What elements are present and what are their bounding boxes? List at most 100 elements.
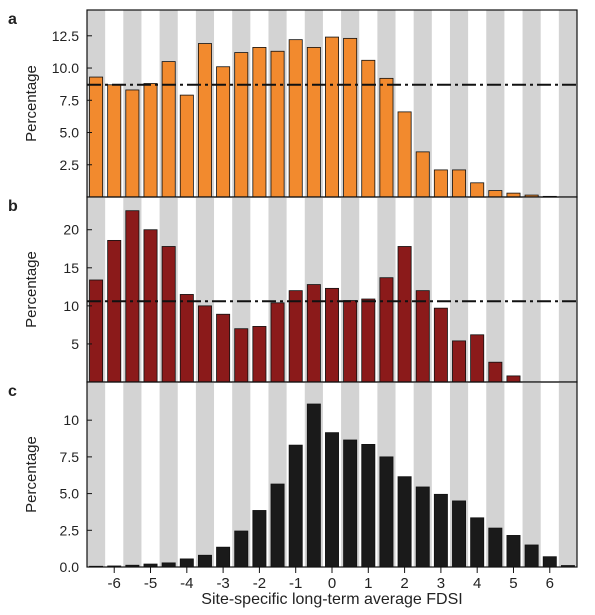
bar: [361, 444, 376, 568]
y-tick-label: 10: [63, 298, 79, 314]
y-tick-label: 5: [71, 336, 79, 352]
panel-c: 0.0 2.5 5.0 7.5 10 Percentage c: [8, 381, 578, 575]
bar: [107, 239, 122, 383]
x-tick-label: -2: [253, 575, 266, 592]
bar: [216, 546, 231, 568]
bar: [397, 111, 412, 198]
bar: [506, 535, 521, 568]
bar: [288, 444, 303, 568]
bar: [216, 66, 231, 198]
bar: [361, 298, 376, 383]
bar: [415, 151, 430, 198]
bar: [306, 47, 321, 198]
panel-a: 2.5 5.0 7.5 10.0 12.5 Percentage a: [8, 9, 578, 198]
panel-b: 5 10 15 20 Percentage b: [8, 196, 578, 383]
x-tick-label: 5: [509, 575, 517, 592]
bar: [397, 476, 412, 568]
shaded-band: [486, 382, 505, 567]
bar: [524, 544, 539, 568]
y-tick-label: 7.5: [60, 449, 80, 465]
bar: [234, 530, 249, 568]
shaded-band: [486, 10, 505, 197]
bar: [452, 500, 467, 568]
shaded-band: [522, 197, 541, 382]
bar: [361, 59, 376, 198]
shaded-band: [558, 382, 577, 567]
y-tick-label: 12.5: [52, 28, 79, 44]
bar: [433, 307, 448, 383]
shaded-band: [522, 10, 541, 197]
bar: [252, 510, 267, 568]
bar: [179, 558, 194, 568]
shaded-band: [449, 10, 469, 197]
bar: [143, 229, 158, 383]
y-axis-title: Percentage: [23, 65, 40, 142]
bar: [397, 246, 412, 383]
shaded-band: [195, 382, 215, 567]
bar: [197, 43, 212, 198]
x-tick-label: 4: [473, 575, 481, 592]
bar: [161, 246, 176, 383]
bar: [179, 94, 194, 198]
x-tick-label: -6: [108, 575, 121, 592]
x-tick-label: -5: [144, 575, 157, 592]
x-axis: -6 -5 -4 -3 -2 -1 0 1 2 3 4 5 6: [108, 567, 554, 592]
bar: [415, 486, 430, 568]
bar: [288, 290, 303, 383]
bar: [89, 76, 104, 198]
bar: [125, 89, 140, 198]
bar: [161, 61, 176, 198]
y-tick-label: 0.0: [60, 559, 80, 575]
bar: [506, 375, 521, 383]
bar: [343, 37, 358, 198]
bar: [306, 403, 321, 568]
y-tick-label: 10: [63, 412, 79, 428]
bar: [288, 39, 303, 198]
panels-group: 2.5 5.0 7.5 10.0 12.5 Percentage a 5 10 15 20 Perce…: [8, 9, 578, 575]
shaded-band: [232, 382, 251, 567]
x-tick-label: -4: [180, 575, 193, 592]
bar: [542, 556, 557, 568]
x-tick-label: 2: [400, 575, 408, 592]
bar: [325, 432, 339, 568]
bar: [415, 290, 430, 383]
bar: [161, 562, 176, 568]
bar: [433, 169, 448, 198]
bar: [343, 300, 358, 383]
bar: [179, 294, 194, 383]
bar: [470, 334, 485, 383]
bar: [216, 313, 231, 383]
bar: [379, 456, 394, 568]
bar: [143, 83, 158, 198]
y-axis-title: Percentage: [23, 251, 40, 328]
y-tick-label: 20: [63, 222, 79, 238]
bar: [252, 326, 267, 383]
y-tick-label: 5.0: [60, 125, 80, 141]
bar: [343, 439, 358, 568]
x-tick-label: -3: [216, 575, 229, 592]
bar: [379, 277, 394, 383]
y-tick-label: 2.5: [60, 522, 80, 538]
bar: [325, 36, 339, 198]
bar: [252, 47, 267, 198]
shaded-band: [87, 382, 106, 567]
y-axis-title: Percentage: [23, 436, 40, 513]
x-axis-title: Site-specific long-term average FDSI: [201, 591, 462, 608]
bar: [488, 527, 503, 568]
x-tick-label: 1: [364, 575, 372, 592]
panel-label: c: [8, 383, 17, 400]
shaded-band: [522, 382, 541, 567]
x-tick-label: -1: [289, 575, 302, 592]
bar: [470, 517, 485, 568]
bar: [470, 182, 485, 198]
y-tick-label: 10.0: [52, 60, 79, 76]
bar: [234, 52, 249, 198]
panel-label: b: [8, 198, 18, 215]
bar: [89, 279, 104, 383]
bar: [125, 210, 140, 383]
y-tick-label: 15: [63, 260, 79, 276]
bar: [270, 483, 285, 568]
shaded-band: [558, 10, 577, 197]
bar: [197, 554, 212, 568]
bar: [488, 190, 503, 198]
